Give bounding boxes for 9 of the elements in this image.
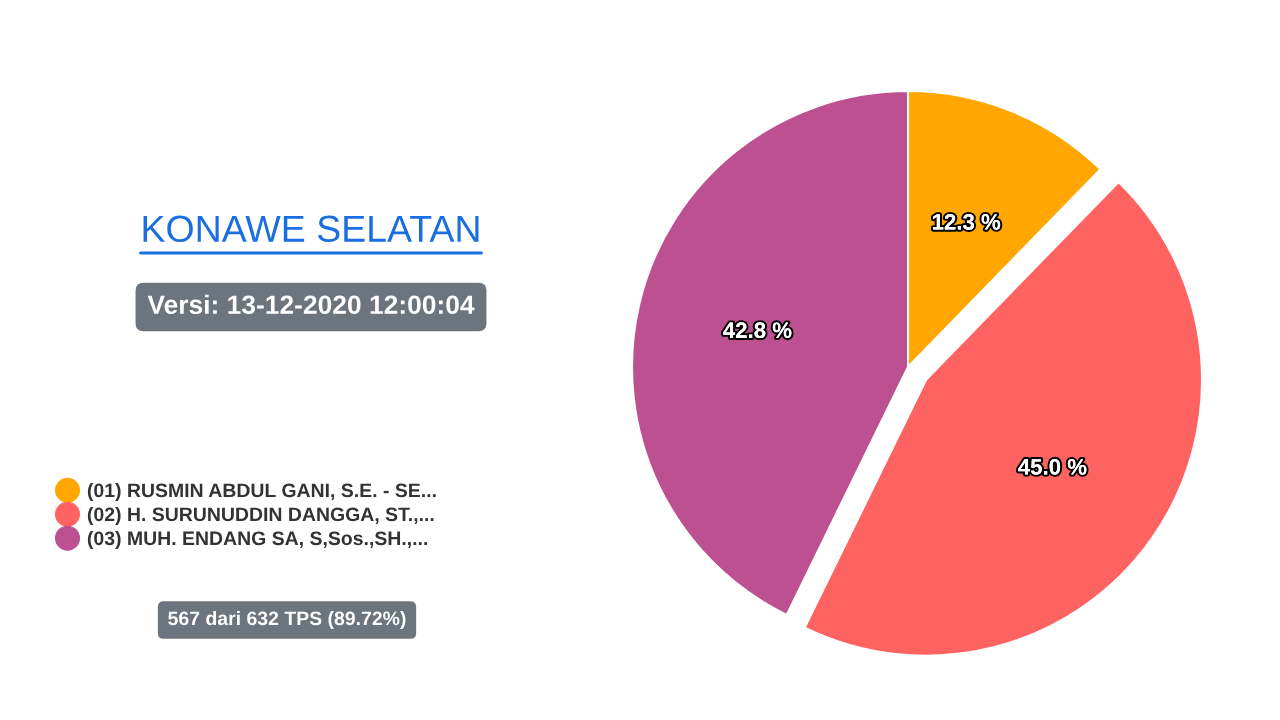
data-label: 42.8 % — [723, 322, 792, 339]
text: Versi: 13-12-2020 12:00:04 — [147, 294, 475, 315]
data-label: 12.3 % — [933, 214, 1001, 230]
text: 567 dari 632 TPS (89.72%) — [168, 610, 406, 630]
legend-label: (01) RUSMIN ABDUL GANI, S.E. - SE... — [87, 482, 436, 502]
legend-label: (03) MUH. ENDANG SA, S,Sos.,SH.,... — [87, 530, 428, 550]
text: KONAWE SELATAN — [143, 215, 479, 243]
legend-label: (02) H. SURUNUDDIN DANGGA, ST.,... — [87, 506, 434, 526]
data-label: 45.0 % — [1018, 458, 1087, 475]
